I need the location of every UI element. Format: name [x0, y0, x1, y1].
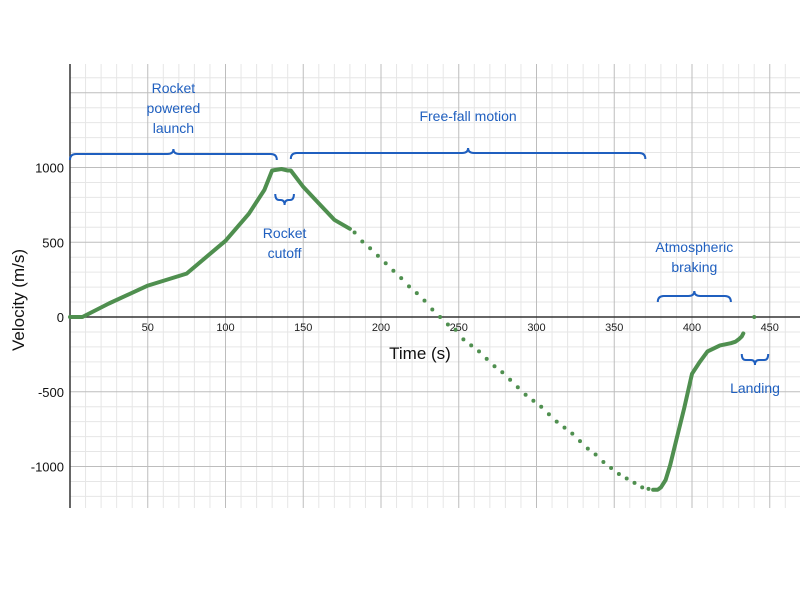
data-point [360, 239, 365, 244]
x-tick-label: 150 [294, 322, 312, 334]
annotation-label: Free-fall motion [419, 108, 516, 124]
y-tick-label: 500 [42, 235, 64, 250]
data-point [445, 322, 450, 327]
data-point [414, 291, 419, 296]
data-point [570, 431, 575, 436]
annotation-label: Rocket [152, 80, 196, 96]
y-axis-label: Velocity (m/s) [9, 249, 28, 351]
velocity-series [68, 167, 757, 492]
y-tick-label: -1000 [31, 460, 64, 475]
data-point [554, 419, 559, 424]
data-point [546, 412, 551, 417]
data-point [539, 404, 544, 409]
minor-grid [70, 64, 800, 508]
y-tick-labels: 1000 500 0 -500 -1000 [31, 161, 64, 475]
data-point [585, 446, 590, 451]
annotation-brace [274, 193, 295, 206]
annotation-brace [69, 148, 278, 161]
annotation-label: Atmospheric [655, 239, 733, 255]
data-point [508, 377, 513, 382]
solid-segment [651, 331, 746, 492]
data-point [484, 356, 489, 361]
data-point [609, 466, 614, 470]
annotation-label: powered [147, 100, 201, 116]
x-tick-label: 250 [450, 322, 468, 334]
annotation-brace [740, 353, 770, 366]
data-point [352, 230, 357, 235]
data-point [531, 398, 536, 403]
data-point [399, 276, 404, 281]
data-point [407, 284, 411, 289]
data-point [632, 480, 637, 485]
y-tick-label: 1000 [35, 161, 64, 176]
data-point [438, 315, 443, 319]
data-point [492, 364, 497, 369]
y-tick-label: -500 [38, 385, 64, 400]
data-point [469, 343, 474, 348]
x-tick-label: 200 [372, 322, 390, 334]
x-tick-label: 50 [142, 322, 154, 334]
data-point [391, 268, 396, 273]
data-point [375, 253, 380, 258]
x-tick-label: 100 [216, 322, 234, 334]
data-point [453, 327, 458, 332]
data-point [640, 485, 645, 490]
solid-segment [68, 167, 352, 319]
annotations: Rocket powered launch Free-fall motion Rocke… [69, 80, 780, 396]
data-point [752, 315, 757, 319]
data-point [562, 425, 567, 430]
data-point [624, 476, 629, 481]
axes [69, 64, 800, 508]
data-point [601, 460, 606, 464]
x-tick-label: 450 [761, 322, 779, 334]
data-point [368, 246, 373, 251]
annotation-brace [656, 290, 732, 303]
data-point [477, 349, 481, 354]
annotation-brace [289, 147, 647, 160]
annotation-label: braking [671, 259, 717, 275]
data-point [422, 298, 427, 303]
annotation-label: launch [153, 120, 194, 136]
annotation-label: cutoff [268, 245, 302, 261]
x-tick-label: 300 [527, 322, 545, 334]
x-tick-label: 350 [605, 322, 623, 334]
x-tick-labels: 50 100 150 200 250 300 350 400 450 [142, 322, 779, 334]
x-tick-label: 400 [683, 322, 701, 334]
data-point [383, 261, 388, 266]
annotation-label: Rocket [263, 225, 307, 241]
data-point [593, 452, 598, 457]
data-point [646, 486, 651, 491]
data-point [461, 337, 466, 342]
data-point [616, 472, 621, 476]
y-tick-label: 0 [57, 310, 64, 325]
data-point [578, 439, 582, 444]
data-point [500, 370, 505, 375]
annotation-label: Landing [730, 380, 780, 396]
data-point [515, 385, 520, 390]
data-point [430, 307, 435, 312]
data-point [523, 392, 528, 397]
x-axis-label: Time (s) [389, 344, 451, 363]
